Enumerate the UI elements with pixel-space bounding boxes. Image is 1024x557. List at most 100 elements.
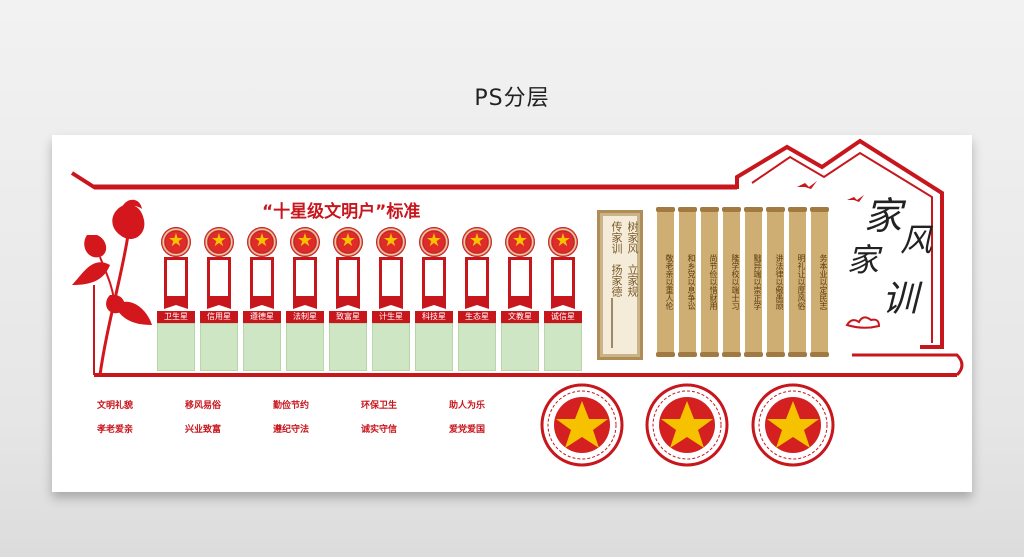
- scroll-text-1: 树家风: [626, 221, 639, 254]
- cloud-icon: [845, 316, 881, 329]
- scroll-cap: [766, 207, 785, 212]
- star-medal-icon: [376, 227, 406, 257]
- board-title: “十星级文明户”标准: [262, 202, 421, 222]
- bird-icon: [847, 195, 864, 202]
- star-seal-3: [751, 383, 835, 467]
- family-style-scroll: 树家风 传家训 立家规 扬家德: [597, 210, 643, 360]
- scroll-cap: [700, 207, 719, 212]
- motto-scroll: 尚节俭以惜财用: [700, 207, 719, 357]
- ps-layer-label: PS分层: [474, 86, 550, 111]
- base-curl: [852, 353, 964, 377]
- motto-scroll: 黜异端以崇正学: [744, 207, 763, 357]
- star-banner: [333, 227, 363, 312]
- scroll-text: 黜异端以崇正学: [745, 212, 762, 352]
- scroll-cap: [810, 207, 829, 212]
- virtue-item: 环保卫生: [361, 401, 398, 411]
- scroll-text: 讲法律以儆愚顽: [767, 212, 784, 352]
- banner-tail: [164, 299, 188, 309]
- virtue-item: 移风易俗: [185, 401, 222, 411]
- star-badge: 生态星: [458, 311, 496, 323]
- virtue-item: 遵纪守法: [273, 425, 310, 435]
- star-medal-icon: [290, 227, 320, 257]
- scroll-text: 隆学校以端士习: [723, 212, 740, 352]
- scroll-text: 敬老亲以重人伦: [657, 212, 674, 352]
- banner-body: [250, 257, 274, 299]
- banner-body: [551, 257, 575, 299]
- photo-panel: [200, 323, 238, 371]
- star-seal-2: [645, 383, 729, 467]
- star-badge: 计生星: [372, 311, 410, 323]
- banner-body: [465, 257, 489, 299]
- motto-scroll: 明礼让以厚风俗: [788, 207, 807, 357]
- scroll-cap: [700, 352, 719, 357]
- star-badge: 致富星: [329, 311, 367, 323]
- scroll-text: 和乡党以息争讼: [679, 212, 696, 352]
- virtue-item: 孝老爱亲: [97, 425, 134, 435]
- scroll-cap: [788, 352, 807, 357]
- virtue-item: 勤俭节约: [273, 401, 310, 411]
- photo-panel: [243, 323, 281, 371]
- house-inner-line: [751, 151, 933, 343]
- star-banner: [247, 227, 277, 312]
- photo-panel: [415, 323, 453, 371]
- banner-body: [164, 257, 188, 299]
- star-badge: 诚信星: [544, 311, 582, 323]
- star-badge: 法制星: [286, 311, 324, 323]
- motto-char-1: 家: [864, 194, 903, 238]
- banner-tail: [508, 299, 532, 309]
- scroll-text: 尚节俭以惜财用: [701, 212, 718, 352]
- photo-panel: [372, 323, 410, 371]
- banner-tail: [207, 299, 231, 309]
- star-banner: [204, 227, 234, 312]
- photo-panel: [458, 323, 496, 371]
- scroll-cap: [722, 207, 741, 212]
- star-badge: 文教星: [501, 311, 539, 323]
- virtue-item: 诚实守信: [361, 425, 398, 435]
- display-board: “十星级文明户”标准 卫生星信用星遵德星法制星致富星计生星科技星生态星文教星诚信…: [52, 135, 972, 492]
- star-banner: [505, 227, 535, 312]
- star-medal-icon: [161, 227, 191, 257]
- motto-scroll: 务本业以定民志: [810, 207, 829, 357]
- banner-body: [207, 257, 231, 299]
- virtue-item: 兴业致富: [185, 425, 222, 435]
- star-badge: 遵德星: [243, 311, 281, 323]
- rose-icon: [72, 199, 152, 376]
- star-medal-icon: [247, 227, 277, 257]
- star-seal-1: [540, 383, 624, 467]
- banner-tail: [293, 299, 317, 309]
- star-medal-icon: [462, 227, 492, 257]
- banner-tail: [551, 299, 575, 309]
- virtue-item: 助人为乐: [449, 401, 486, 411]
- motto-char-2: 风: [900, 221, 933, 259]
- bamboo-icon: [611, 298, 635, 348]
- scroll-text: 务本业以定民志: [811, 212, 828, 352]
- motto-scroll: 隆学校以端士习: [722, 207, 741, 357]
- scroll-text-3: 立家规: [626, 264, 639, 297]
- star-medal-icon: [505, 227, 535, 257]
- virtue-item: 爱党爱国: [449, 425, 486, 435]
- bird-icon: [797, 181, 817, 189]
- scroll-cap: [678, 352, 697, 357]
- scroll-text: 明礼让以厚风俗: [789, 212, 806, 352]
- banner-tail: [336, 299, 360, 309]
- banner-body: [379, 257, 403, 299]
- scroll-cap: [810, 352, 829, 357]
- scroll-text-2: 传家训: [610, 221, 623, 254]
- motto-scroll: 讲法律以儆愚顽: [766, 207, 785, 357]
- banner-body: [422, 257, 446, 299]
- scroll-cap: [656, 352, 675, 357]
- star-medal-icon: [419, 227, 449, 257]
- scroll-cap: [788, 207, 807, 212]
- motto-char-3: 家: [847, 241, 880, 279]
- banner-tail: [465, 299, 489, 309]
- scroll-cap: [656, 207, 675, 212]
- star-badge: 科技星: [415, 311, 453, 323]
- virtue-item: 文明礼貌: [97, 401, 134, 411]
- motto-char-4: 训: [882, 279, 919, 320]
- star-banner: [548, 227, 578, 312]
- scroll-cap: [744, 352, 763, 357]
- scroll-text-4: 扬家德: [610, 264, 623, 297]
- photo-panel: [157, 323, 195, 371]
- banner-tail: [422, 299, 446, 309]
- star-badge: 信用星: [200, 311, 238, 323]
